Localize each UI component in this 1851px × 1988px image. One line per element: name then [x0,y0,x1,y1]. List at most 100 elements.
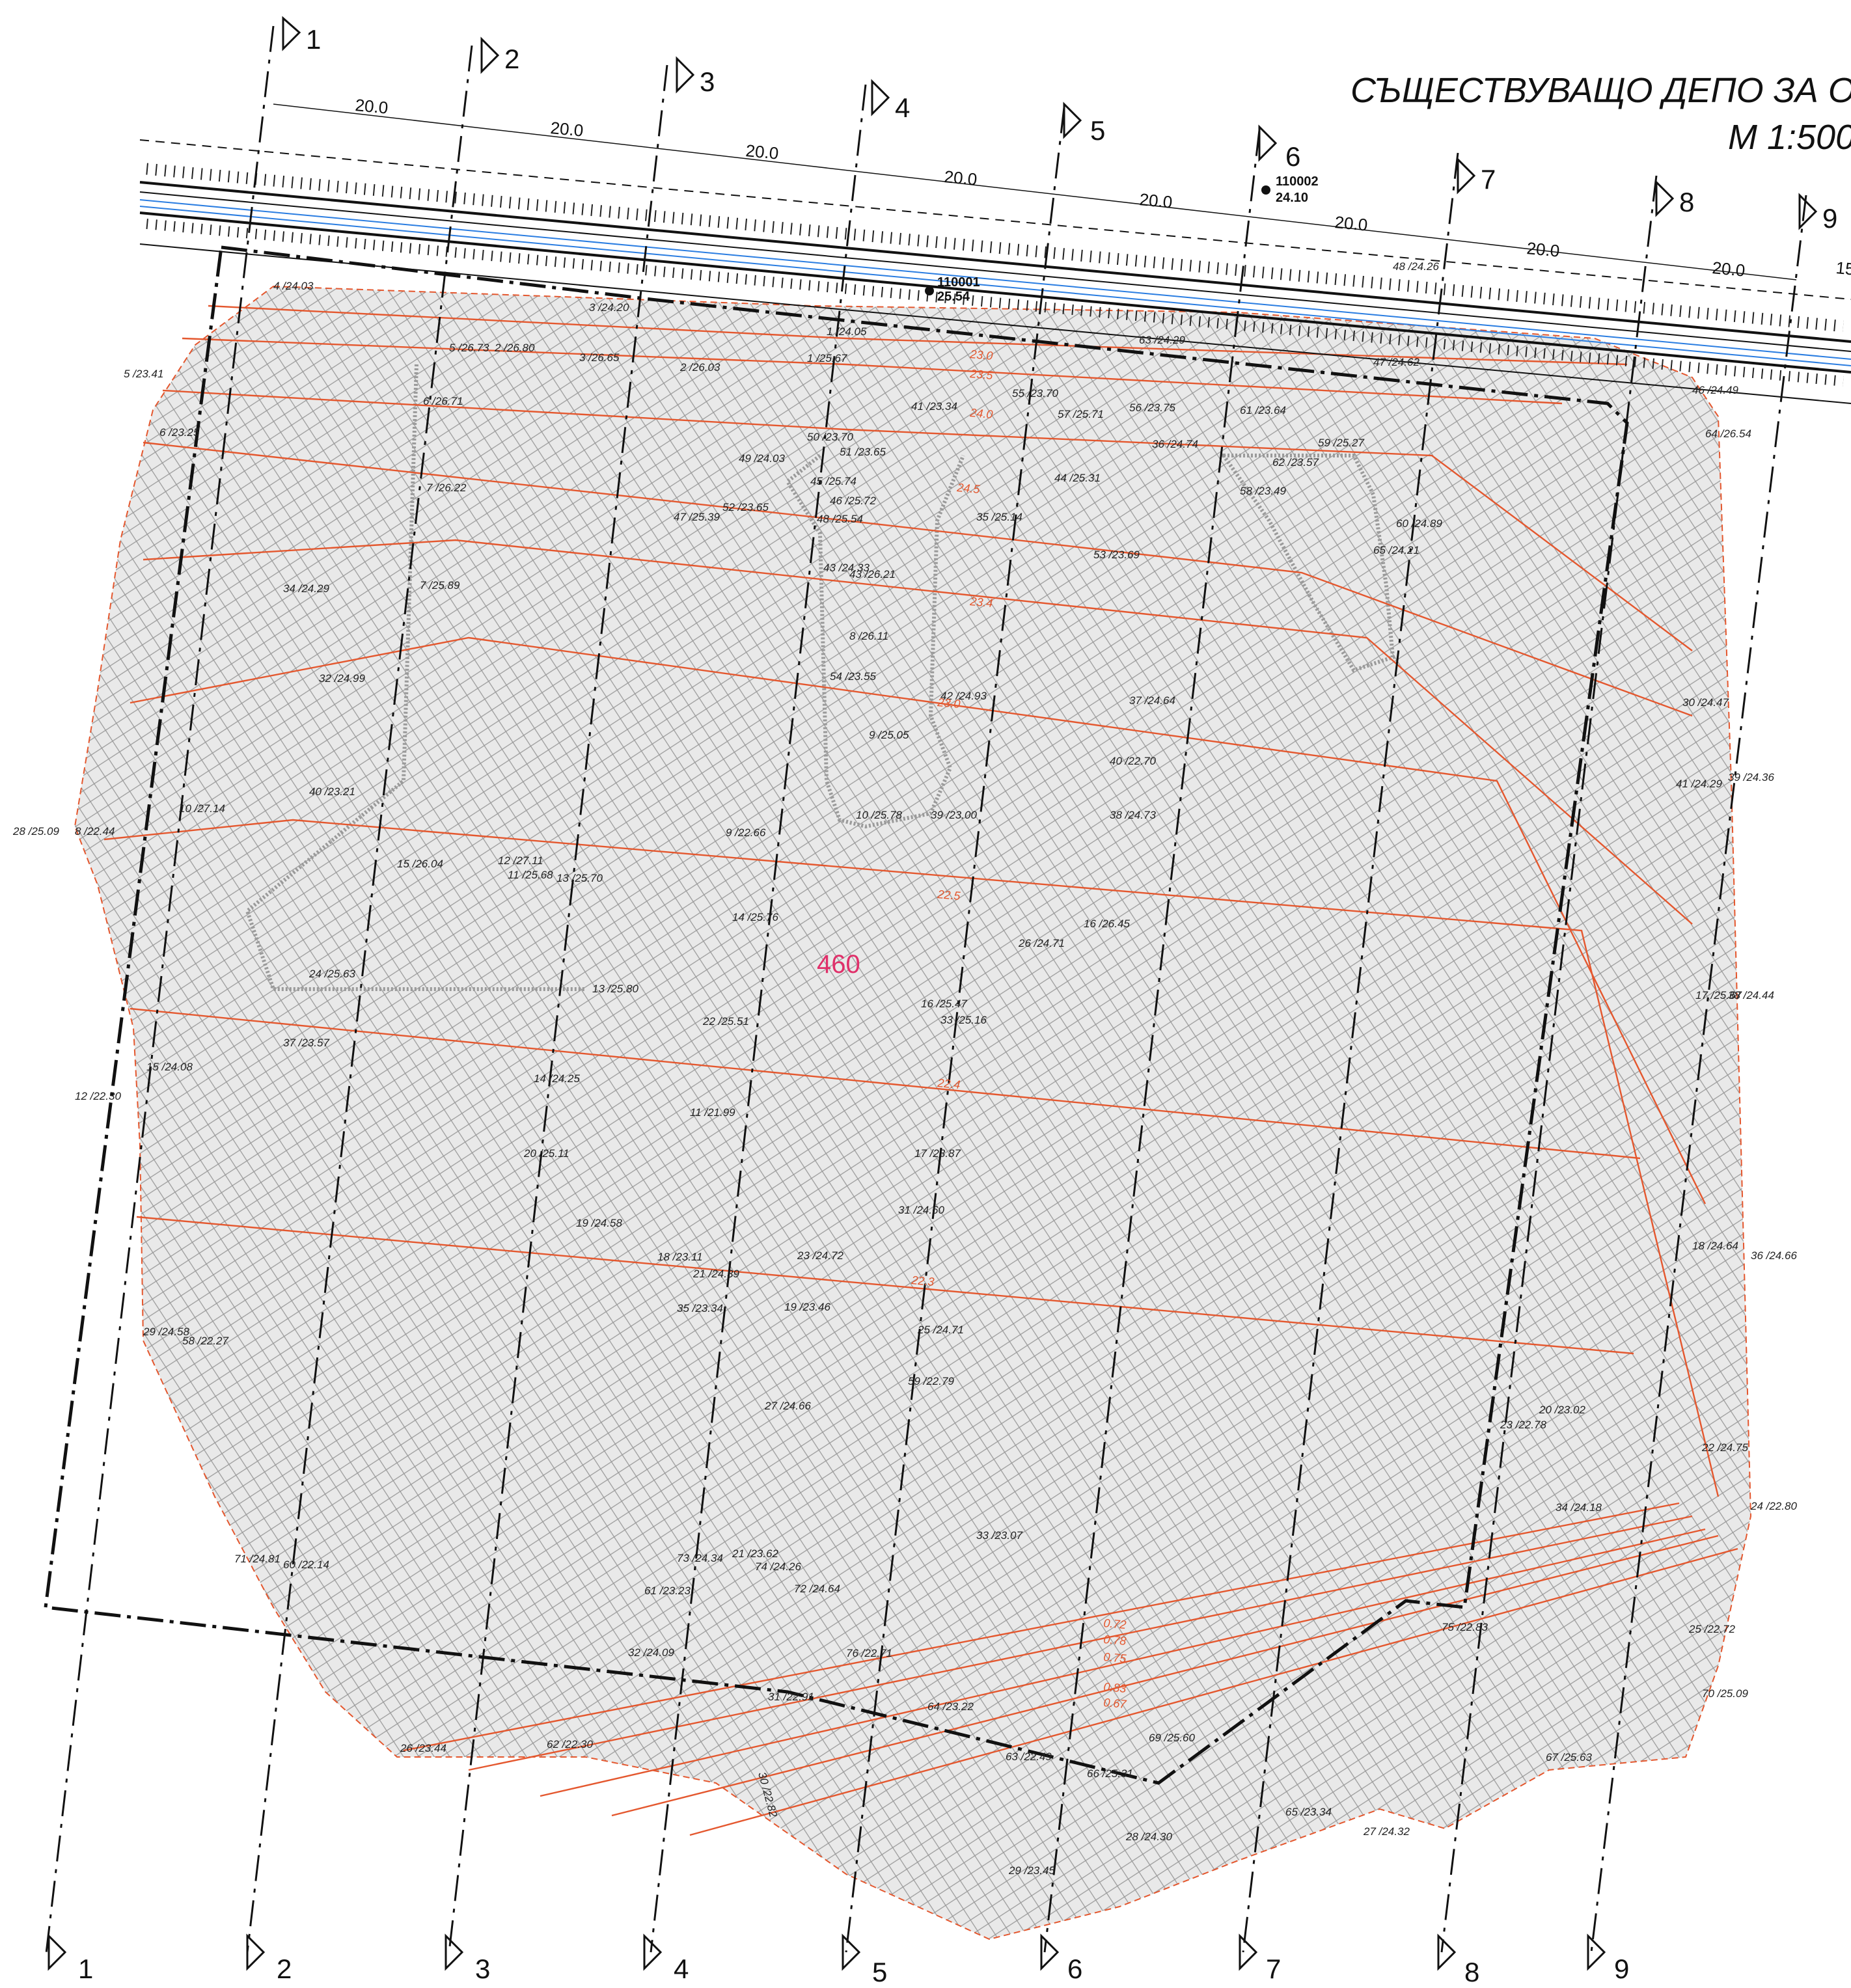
survey-point-label: 22 /24.75 [1701,1441,1748,1454]
survey-point-label: 8 /22.44 [75,825,115,837]
benchmark-id: 110002 [1276,174,1319,189]
survey-point-label: 36 /24.66 [1751,1249,1797,1262]
survey-point-label: 35 /23.34 [677,1302,723,1314]
survey-point-label: 59 /25.27 [1318,437,1364,449]
survey-point-label: 58 /22.27 [182,1335,228,1347]
survey-point-label: 1 /24.05 [827,325,867,338]
survey-point-label: 16 /26.45 [1084,918,1130,930]
survey-point-label: 63 /24.29 [1139,334,1185,346]
survey-point-label: 37 /23.57 [283,1037,329,1049]
survey-point-label: 26 /24.71 [1018,937,1065,949]
survey-point-label: 37 /24.64 [1129,694,1175,707]
survey-point-label: 69 /25.60 [1149,1732,1195,1744]
survey-point-label: 3 /26.65 [579,351,620,364]
contour-label: 0.83 [1103,1680,1127,1695]
survey-point-label: 3 /24.20 [589,301,629,314]
survey-point-label: 41 /23.34 [911,400,957,413]
section-number: 3 [700,66,715,97]
survey-point-label: 10 /27.14 [179,802,225,815]
contour-label: 22.5 [937,888,962,903]
survey-point-label: 7 /25.89 [420,579,460,592]
survey-point-label: 41 /24.29 [1676,778,1722,790]
survey-point-label: 54 /23.55 [830,670,876,683]
survey-point-label: 29 /23.45 [1008,1864,1055,1877]
survey-point-label: 28 /24.30 [1125,1831,1172,1843]
section-spacing-label: 20.0 [1711,258,1746,280]
section-spacing-label: 20.0 [549,118,584,141]
survey-point-label: 2 /26.80 [494,342,535,354]
survey-point-label: 10 /25.78 [856,809,902,821]
survey-point-label: 24 /25.63 [308,968,355,980]
survey-point-label: 38 /24.44 [1728,989,1774,1001]
survey-point-label: 8 /26.11 [849,630,888,642]
contour-label: 23.0 [937,696,961,711]
section-spacing-label: 20.0 [1138,189,1173,212]
survey-point-label: 57 /25.71 [1058,408,1104,420]
survey-point-label: 2 /26.03 [679,361,720,374]
landfill-area [74,285,1752,1940]
contour-label: 22.4 [937,1076,961,1091]
survey-point-label: 71 /24.81 [234,1553,281,1565]
zone-label: 460 [817,950,860,979]
section-number: 1 [306,24,321,55]
section-number: 4 [895,92,910,123]
survey-point-label: 17 /25.67 [1695,989,1742,1001]
benchmark-marker [925,286,934,295]
survey-point-label: 9 /25.05 [869,729,909,741]
survey-point-label: 73 /24.34 [677,1552,723,1564]
section-spacing-label: 20.0 [1334,212,1368,235]
survey-point-label: 47 /25.39 [674,511,720,523]
survey-point-label: 19 /24.58 [576,1217,622,1229]
survey-point-label: 12 /27.11 [498,854,543,867]
section-number: 1 [78,1954,93,1984]
survey-point-label: 29 /24.58 [143,1326,189,1338]
survey-point-label: 64 /26.54 [1705,428,1751,440]
survey-point-label: 27 /24.32 [1363,1825,1410,1838]
survey-point-label: 14 /25.76 [732,911,778,923]
survey-point-label: 62 /23.57 [1272,456,1319,469]
survey-point-label: 32 /24.09 [628,1646,674,1659]
survey-point-label: 42 /24.93 [940,690,987,702]
survey-point-label: 75 /22.83 [1442,1621,1488,1633]
survey-point-label: 40 /23.21 [309,785,355,798]
survey-point-label: 72 /24.64 [794,1583,840,1595]
benchmark-id: 110001 [937,275,980,290]
section-number: 8 [1679,187,1694,217]
pit-outline [245,364,586,991]
survey-point-label: 12 /22.30 [75,1090,121,1102]
survey-point-label: 28 /25.09 [12,825,59,837]
section-flags [48,16,1818,1971]
survey-point-label: 9 /22.66 [726,826,766,839]
section-number: 9 [1822,203,1837,234]
survey-point-label: 52 /23.65 [722,501,769,513]
survey-point-label: 65 /23.34 [1285,1806,1332,1818]
survey-point-label: 43 /26.21 [849,568,896,580]
survey-point-label: 5 /23.41 [124,368,163,380]
survey-point-label: 6 /26.71 [423,395,463,407]
survey-point-label: 23 /24.72 [797,1249,843,1262]
contour-label: 23.5 [969,367,994,382]
survey-point-label: 61 /23.64 [1240,404,1286,416]
contour-label: 23.0 [969,347,994,362]
survey-point-label: 13 /25.80 [592,983,638,995]
contour-label: 24.5 [956,481,981,496]
section-number: 6 [1285,141,1300,172]
survey-point-label: 22 /25.51 [702,1015,749,1028]
survey-point-label: 11 /25.68 [508,869,553,881]
survey-point-label: 45 /25.74 [810,475,857,487]
survey-point-label: 48 /24.26 [1393,260,1439,273]
survey-point-label: 5 /26.73 [449,342,489,354]
survey-point-label: 60 /22.14 [283,1559,329,1571]
survey-point-label: 53 /23.69 [1093,549,1140,561]
section-spacing-label: 15.0 [1835,258,1851,280]
survey-point-label: 65 /24.21 [1373,544,1419,556]
section-number: 5 [872,1957,887,1987]
survey-point-label: 39 /23.00 [931,809,977,821]
survey-point-label: 34 /24.29 [283,582,329,595]
survey-point-label: 25 /22.72 [1688,1623,1735,1635]
section-spacing-label: 20.0 [943,167,978,189]
survey-point-label: 76 /22.71 [846,1647,892,1659]
survey-point-label: 35 /25.14 [976,511,1022,523]
survey-point-label: 14 /24.25 [534,1072,580,1085]
section-number: 8 [1464,1957,1479,1987]
